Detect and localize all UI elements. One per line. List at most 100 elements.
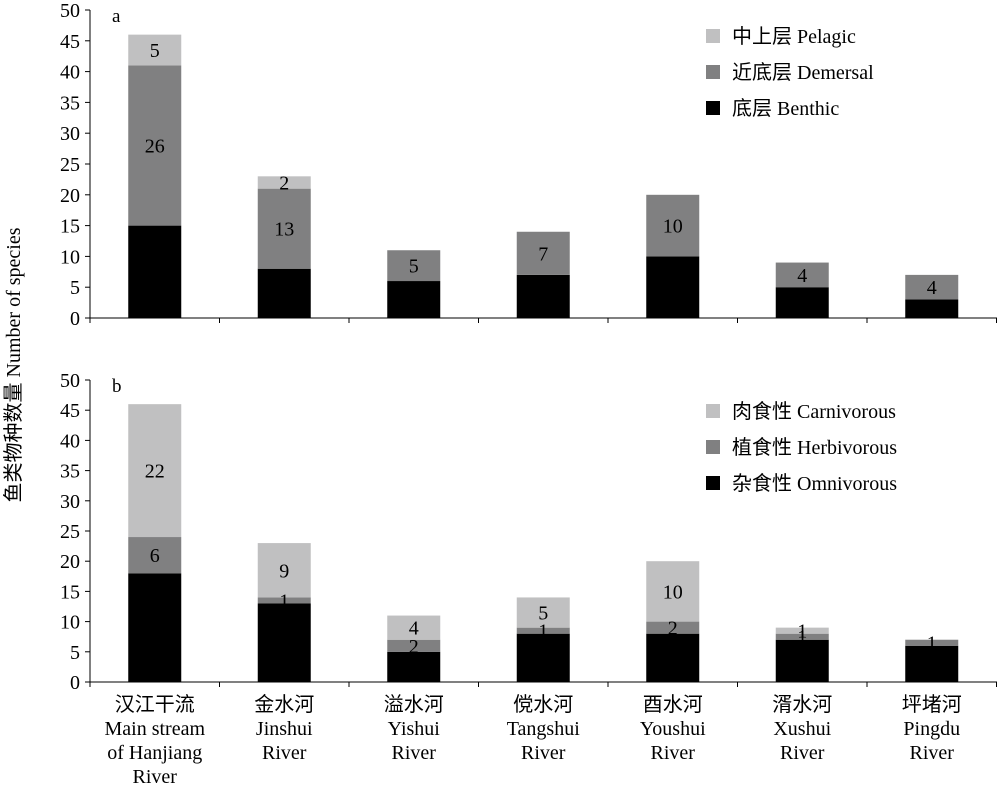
bar-value-label: 2 <box>668 618 678 640</box>
bar-value-label: 13 <box>274 219 294 241</box>
y-tick-label: 10 <box>60 246 80 268</box>
bar-segment <box>646 194 700 257</box>
legend-entry: 近底层 Demersal <box>732 61 874 84</box>
x-category-label: River <box>780 742 825 764</box>
x-category-label: River <box>392 742 437 764</box>
bar-segment <box>128 65 182 226</box>
x-category-label: 汉江干流 <box>115 693 195 716</box>
bar-value-label: 8 <box>668 648 678 670</box>
bar-segment <box>257 603 311 682</box>
bar-value-label: 10 <box>663 581 683 603</box>
y-tick-label: 35 <box>60 461 80 483</box>
legend-swatch <box>706 404 720 418</box>
bar-segment <box>128 537 182 574</box>
bar-value-label: 10 <box>663 216 683 238</box>
x-category-label: River <box>910 742 955 764</box>
bar-segment <box>905 645 959 682</box>
y-tick-label: 0 <box>70 308 80 330</box>
bar-value-label: 5 <box>538 603 548 625</box>
bar-segment <box>257 176 311 189</box>
bar-value-label: 1 <box>927 633 937 655</box>
bar-segment <box>646 633 700 682</box>
x-category-label: Youshui <box>640 718 706 740</box>
bar-value-label: 1 <box>797 621 807 643</box>
bar-segment <box>905 639 959 646</box>
bar-value-label: 10 <box>663 277 683 299</box>
bar-segment <box>905 274 959 300</box>
bar-segment <box>775 287 829 318</box>
y-tick-label: 10 <box>60 612 80 634</box>
y-tick-label: 30 <box>60 123 80 145</box>
y-tick-label: 35 <box>60 92 80 114</box>
bar-segment <box>128 225 182 318</box>
y-tick-label: 45 <box>60 400 80 422</box>
x-category-label: River <box>521 742 566 764</box>
bar-segment <box>387 250 441 282</box>
bar-value-label: 13 <box>274 633 294 655</box>
bar-segment <box>775 627 829 634</box>
panel-label: b <box>112 376 122 397</box>
bar-value-label: 7 <box>797 651 807 673</box>
y-tick-label: 15 <box>60 581 80 603</box>
bar-value-label: 4 <box>409 618 419 640</box>
y-axis-label: 鱼类物种数量 Number of species <box>2 227 25 502</box>
bar-segment <box>775 639 829 682</box>
bar-value-label: 3 <box>927 299 937 321</box>
bar-value-label: 8 <box>538 648 548 670</box>
y-tick-label: 50 <box>60 0 80 22</box>
bar-segment <box>257 543 311 598</box>
x-category-label: River <box>651 742 696 764</box>
y-tick-label: 20 <box>60 551 80 573</box>
bar-segment <box>516 231 570 275</box>
y-tick-label: 5 <box>70 277 80 299</box>
bar-value-label: 7 <box>538 286 548 308</box>
x-category-label: of Hanjiang <box>107 742 202 764</box>
bar-value-label: 22 <box>145 461 165 483</box>
x-category-label: 傥水河 <box>513 693 573 716</box>
x-category-label: Tangshui <box>507 718 580 740</box>
bar-segment <box>646 561 700 622</box>
bar-value-label: 9 <box>279 560 289 582</box>
legend-swatch <box>706 65 720 79</box>
bar-segment <box>128 34 182 66</box>
bar-value-label: 4 <box>797 265 807 287</box>
bar-value-label: 4 <box>927 277 937 299</box>
bar-segment <box>128 573 182 682</box>
bar-value-label: 5 <box>409 256 419 278</box>
y-tick-label: 0 <box>70 672 80 694</box>
bar-value-label: 18 <box>145 618 165 640</box>
bar-value-label: 7 <box>538 243 548 265</box>
x-category-label: Yishui <box>388 718 441 740</box>
legend-entry: 中上层 Pelagic <box>732 25 856 48</box>
y-tick-label: 20 <box>60 185 80 207</box>
legend-entry: 杂食性 Omnivorous <box>732 472 897 495</box>
x-category-label: River <box>262 742 307 764</box>
bar-segment <box>775 262 829 288</box>
bar-segment <box>387 639 441 652</box>
bar-segment <box>516 633 570 682</box>
legend-swatch <box>706 476 720 490</box>
bar-value-label: 2 <box>279 172 289 194</box>
bar-segment <box>257 268 311 318</box>
x-category-label: Xushui <box>773 718 831 740</box>
bar-segment <box>387 651 441 682</box>
bar-value-label: 5 <box>409 657 419 679</box>
bar-value-label: 5 <box>797 293 807 315</box>
x-category-label: 溢水河 <box>384 693 444 716</box>
x-category-label: Jinshui <box>256 718 313 740</box>
y-tick-label: 40 <box>60 430 80 452</box>
bar-segment <box>387 615 441 640</box>
y-tick-label: 50 <box>60 370 80 392</box>
y-tick-label: 15 <box>60 216 80 238</box>
bar-segment <box>257 188 311 269</box>
bar-value-label: 6 <box>927 654 937 676</box>
bar-segment <box>775 633 829 640</box>
bar-segment <box>128 404 182 538</box>
bar-segment <box>516 597 570 628</box>
x-category-label: Pingdu <box>903 718 960 740</box>
y-tick-label: 45 <box>60 31 80 53</box>
x-category-label: 金水河 <box>254 693 314 716</box>
bar-value-label: 6 <box>409 290 419 312</box>
